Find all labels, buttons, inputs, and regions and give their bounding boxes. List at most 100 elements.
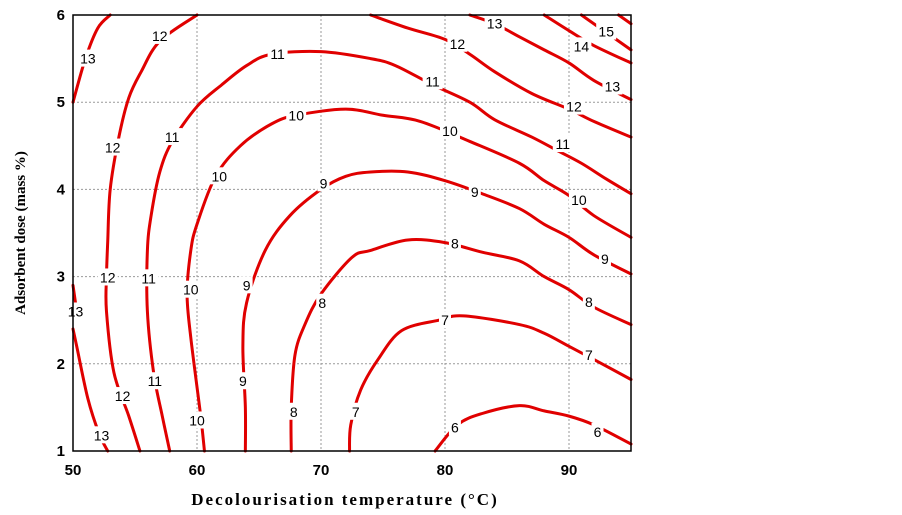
contour-label: 11: [141, 270, 156, 286]
contour-label-background: [468, 183, 481, 201]
contour-label: 13: [80, 51, 96, 67]
contour-label-background: [591, 422, 604, 440]
contour-label: 13: [487, 16, 503, 32]
y-axis-title: Adsorbent dose (mass %): [13, 151, 29, 315]
contour-label: 7: [585, 347, 593, 363]
contour-label: 10: [212, 168, 228, 184]
contour-label: 10: [288, 107, 304, 123]
contour-label-background: [97, 268, 118, 286]
contour-label: 12: [152, 28, 168, 44]
contour-labels: 6 6 7 7 7 8 8 8 8 9 9 9 9 9 10 10 10 10 10 10 11 11 11 11 11 11 12…: [65, 14, 623, 444]
contour-label: 9: [320, 175, 328, 191]
y-tick-labels: 1 2 3 4 5 6: [57, 7, 66, 460]
contour-label: 7: [441, 312, 449, 328]
contour-label-background: [267, 45, 288, 63]
x-tick-label: 50: [65, 462, 82, 479]
x-tick-label: 60: [189, 462, 206, 479]
contour-label: 11: [148, 373, 163, 389]
contour-label-background: [187, 411, 207, 429]
contour-label: 8: [290, 404, 298, 420]
contour-label: 13: [68, 303, 84, 319]
x-tick-labels: 50 60 70 80 90: [65, 462, 578, 479]
contour-label: 11: [165, 129, 180, 145]
contour-label: 11: [270, 46, 285, 62]
contour-label: 8: [451, 235, 459, 251]
contour-line-8: [289, 238, 633, 453]
contour-label-background: [91, 426, 112, 444]
contour-label-background: [112, 387, 133, 405]
contour-label: 8: [318, 295, 326, 311]
contour-label: 11: [425, 73, 440, 89]
contour-label-background: [77, 49, 98, 67]
contour-label: 11: [556, 136, 571, 152]
contour-label-background: [286, 106, 307, 124]
contour-line-12: [369, 13, 633, 139]
contour-label: 9: [471, 184, 479, 200]
contour-label-background: [162, 128, 183, 146]
contour-label: 7: [352, 404, 360, 420]
contour-label: 6: [594, 424, 602, 440]
contour-label-background: [598, 250, 611, 268]
contour-line-13: [71, 13, 112, 104]
contour-label-background: [582, 292, 595, 310]
contour-label: 6: [451, 419, 459, 435]
y-tick-label: 3: [57, 269, 65, 286]
y-tick-label: 2: [57, 356, 65, 373]
contour-label-background: [484, 14, 505, 32]
x-tick-label: 80: [437, 462, 454, 479]
contour-label-background: [138, 269, 159, 287]
contour-label-background: [209, 167, 230, 185]
contour-label: 13: [605, 79, 621, 95]
x-axis-title: Decolourisation temperature (°C): [191, 490, 498, 509]
contour-label: 12: [100, 269, 116, 285]
contour-line-9: [241, 169, 633, 453]
contour-label-background: [65, 302, 86, 320]
contour-label-background: [422, 72, 443, 90]
contour-label: 9: [601, 251, 609, 267]
y-tick-label: 5: [57, 94, 65, 111]
contour-label: 9: [239, 373, 247, 389]
contour-label: 12: [566, 99, 582, 115]
contour-label-background: [317, 174, 330, 192]
contour-label: 12: [450, 36, 466, 52]
contour-label-background: [236, 372, 249, 390]
contour-label: 12: [115, 388, 131, 404]
contour-label-background: [439, 311, 451, 329]
contour-line-7: [348, 314, 633, 453]
y-tick-label: 1: [57, 443, 65, 460]
contour-label-background: [316, 293, 329, 311]
contour-label-background: [447, 34, 468, 52]
contour-label: 14: [574, 38, 590, 54]
contour-label-background: [448, 234, 461, 252]
contour-line-edge: [617, 13, 633, 26]
y-tick-label: 6: [57, 7, 65, 24]
contour-label-background: [563, 97, 584, 115]
contour-label-background: [144, 372, 165, 390]
contour-label-background: [102, 138, 123, 156]
contour-label-background: [349, 402, 362, 420]
contour-label-background: [596, 22, 617, 40]
contour-label: 10: [571, 192, 587, 208]
contour-label-background: [439, 121, 460, 139]
contour-label-background: [571, 37, 592, 55]
contour-label-background: [582, 346, 595, 364]
contour-label-background: [287, 402, 300, 420]
x-tick-label: 70: [313, 462, 330, 479]
grid-lines: [73, 15, 631, 451]
contour-label-background: [180, 280, 201, 298]
contour-label: 12: [105, 140, 121, 156]
contour-label: 13: [94, 427, 110, 443]
contour-label: 10: [183, 282, 199, 298]
contour-label-background: [448, 418, 461, 436]
plot-frame: [72, 14, 632, 452]
contour-label: 15: [598, 24, 614, 40]
contour-label: 10: [189, 412, 205, 428]
contour-label-background: [240, 276, 253, 294]
contour-label-background: [568, 190, 589, 208]
contour-label: 10: [442, 123, 458, 139]
contour-label-background: [149, 26, 170, 44]
contour-label-background: [552, 135, 573, 153]
contour-line-12: [104, 13, 199, 453]
y-tick-label: 4: [57, 181, 66, 198]
